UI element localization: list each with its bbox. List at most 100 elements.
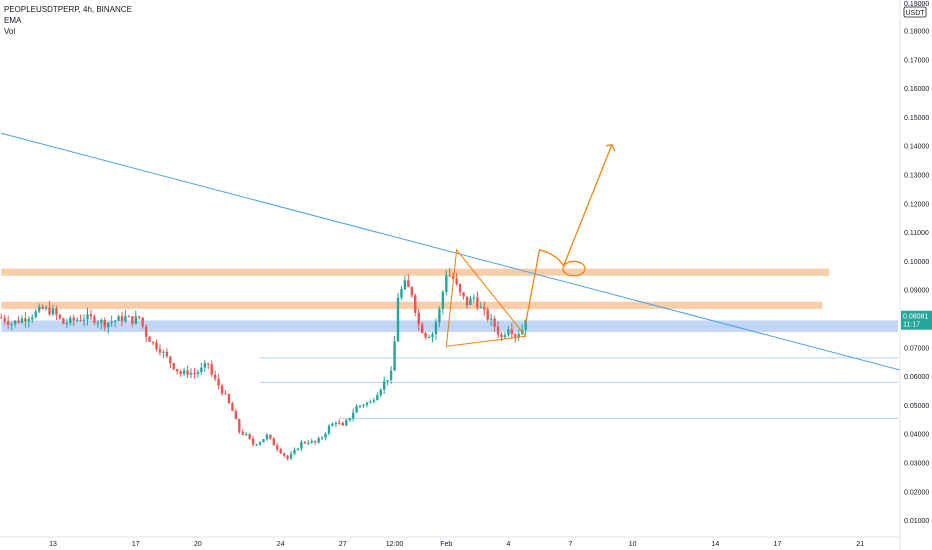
candle-body xyxy=(100,319,103,323)
candle-body xyxy=(282,453,286,456)
candlestick-series xyxy=(0,268,527,461)
candle-body xyxy=(258,442,262,445)
candle-body xyxy=(113,320,117,322)
candle-body xyxy=(179,371,182,375)
price-tick-label: 0.17000 xyxy=(904,57,929,64)
candle-body xyxy=(75,319,79,321)
candle-body xyxy=(296,448,300,450)
candle-body xyxy=(410,287,413,296)
candle-body xyxy=(48,307,51,315)
candle-body xyxy=(500,334,503,338)
candle-body xyxy=(86,314,89,320)
candle-body xyxy=(334,422,338,424)
candle-body xyxy=(524,319,527,330)
volume-indicator-label[interactable]: Vol xyxy=(4,27,16,36)
candle-body xyxy=(3,317,6,322)
candle-body xyxy=(400,289,403,298)
candle-body xyxy=(138,316,141,318)
arrow-head-icon xyxy=(605,144,616,152)
candle-body xyxy=(265,434,269,440)
candle-body xyxy=(345,420,348,426)
price-tick-label: 0.01000 xyxy=(904,518,929,525)
candle-body xyxy=(96,322,100,324)
candle-body xyxy=(510,329,514,335)
time-tick-label: 24 xyxy=(277,541,285,548)
candle-body xyxy=(427,337,431,339)
candle-body xyxy=(383,381,386,390)
candle-body xyxy=(79,319,82,321)
candle-body xyxy=(369,401,372,403)
candle-body xyxy=(424,332,427,338)
candle-body xyxy=(493,318,496,327)
price-tick-label: 0.12000 xyxy=(904,201,929,208)
candle-body xyxy=(320,437,324,439)
retest-ellipse xyxy=(562,260,586,277)
chart-legend: PEOPLEUSDTPERP, 4h, BINANCE EMA Vol xyxy=(4,4,132,37)
candle-body xyxy=(324,433,327,438)
price-tick-label: 0.06000 xyxy=(904,374,929,381)
candle-body xyxy=(245,434,248,436)
candle-body xyxy=(58,314,62,319)
triangle-pattern xyxy=(445,248,527,347)
candle-body xyxy=(62,318,65,324)
candle-body xyxy=(117,316,120,321)
time-tick-label: 4 xyxy=(506,541,510,548)
price-tick-label: 0.03000 xyxy=(904,461,929,468)
symbol-title[interactable]: PEOPLEUSDTPERP, 4h, BINANCE xyxy=(4,5,132,14)
candle-body xyxy=(31,317,34,320)
current-price-label: 0.08081 xyxy=(903,314,928,321)
candle-body xyxy=(307,442,310,444)
candle-body xyxy=(310,441,313,443)
candle-body xyxy=(210,364,213,375)
time-axis[interactable]: 13 17 20 24 27 12:00 Feb 4 7 10 14 17 21 xyxy=(0,536,900,548)
candle-body xyxy=(462,292,465,297)
candle-body xyxy=(389,370,393,381)
candle-body xyxy=(203,363,206,368)
ema-indicator-label[interactable]: EMA xyxy=(4,16,22,25)
candle-body xyxy=(207,363,210,365)
candle-body xyxy=(438,308,441,323)
candle-body xyxy=(110,321,113,323)
candle-body xyxy=(200,367,203,373)
candle-body xyxy=(107,322,110,328)
candle-body xyxy=(193,373,196,375)
candle-body xyxy=(269,434,272,439)
candle-body xyxy=(279,449,282,454)
horizontal-zones xyxy=(1,268,898,419)
candle-body xyxy=(362,404,365,406)
price-tick-label: 0.09000 xyxy=(904,288,929,295)
candle-body xyxy=(272,438,275,446)
candle-body xyxy=(396,297,400,342)
candle-body xyxy=(407,280,410,288)
candle-body xyxy=(103,319,106,328)
price-tick-label: 0.04000 xyxy=(904,432,929,439)
candle-body xyxy=(503,335,507,338)
candle-body xyxy=(355,406,358,413)
candle-body xyxy=(131,316,134,324)
candle-body xyxy=(241,431,244,435)
resistance-upper-zone xyxy=(1,268,830,276)
candle-body xyxy=(327,425,331,434)
chart-drawings xyxy=(1,132,909,373)
candle-body xyxy=(34,311,37,318)
candle-body xyxy=(476,297,479,308)
candle-body xyxy=(507,329,510,336)
candle-body xyxy=(151,341,155,343)
price-tick-label: 0.18000 xyxy=(904,29,929,36)
price-tick-label: 0.14000 xyxy=(904,144,929,151)
candle-body xyxy=(24,318,27,322)
candle-body xyxy=(38,306,41,312)
time-tick-label: 12:00 xyxy=(386,541,404,548)
candle-body xyxy=(120,316,124,322)
candle-body xyxy=(314,441,317,443)
candle-body xyxy=(376,395,379,401)
candle-body xyxy=(158,349,162,353)
candle-body xyxy=(224,393,227,395)
candle-body xyxy=(10,324,13,326)
candle-body xyxy=(317,438,320,443)
price-axis[interactable]: 0.19000 USDT 0.18000 0.17000 0.16000 0.15000 0… xyxy=(899,0,932,550)
candle-body xyxy=(338,422,341,424)
current-price-tag xyxy=(901,310,932,330)
candle-body xyxy=(176,369,179,372)
